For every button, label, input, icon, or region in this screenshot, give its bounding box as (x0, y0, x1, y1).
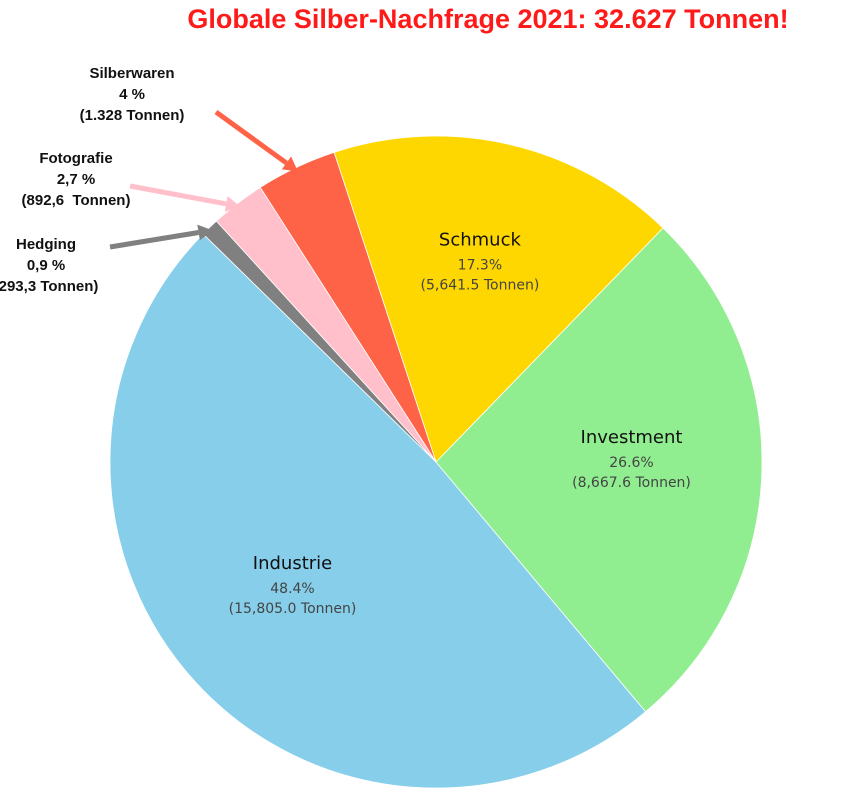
arrow-head-silberwaren (281, 156, 298, 172)
slice-percent-industrie: 48.4% (270, 581, 314, 597)
slice-percent-fotografie: 2,7 % (57, 171, 95, 188)
pie-slice-investment (435, 227, 763, 713)
arrow-silberwaren (214, 109, 288, 166)
arrow-head-fotografie (224, 196, 240, 212)
slice-tonnes-schmuck: (5,641.5 Tonnen) (421, 277, 540, 293)
pie-slice-industrie (109, 233, 647, 789)
chart-title: Globale Silber-Nachfrage 2021: 32.627 To… (187, 4, 788, 34)
slice-tonnes-fotografie: (892,6 Tonnen) (22, 192, 131, 209)
slice-label-investment: Investment (581, 427, 683, 448)
slice-label-hedging: Hedging (16, 236, 76, 253)
slice-label-silberwaren: Silberwaren (89, 65, 174, 82)
slice-labels: Industrie 48.4% (15,805.0 Tonnen) Investmen… (0, 65, 691, 617)
arrow-fotografie (129, 183, 227, 207)
slice-label-schmuck: Schmuck (439, 229, 522, 250)
slice-percent-silberwaren: 4 % (119, 86, 145, 103)
slice-tonnes-silberwaren: (1.328 Tonnen) (80, 107, 185, 124)
slice-percent-schmuck: 17.3% (458, 257, 502, 273)
slice-tonnes-investment: (8,667.6 Tonnen) (572, 475, 691, 491)
slice-percent-hedging: 0,9 % (27, 257, 65, 274)
slice-label-industrie: Industrie (253, 553, 332, 574)
arrow-hedging (109, 230, 200, 250)
slice-tonnes-hedging: (293,3 Tonnen) (0, 278, 98, 295)
slice-label-fotografie: Fotografie (39, 150, 112, 167)
arrow-head-hedging (197, 224, 213, 241)
pie-slice-schmuck (333, 135, 664, 463)
slice-percent-investment: 26.6% (609, 455, 653, 471)
label-arrows (109, 109, 298, 250)
pie-slices (109, 135, 763, 789)
slice-tonnes-industrie: (15,805.0 Tonnen) (229, 601, 357, 617)
